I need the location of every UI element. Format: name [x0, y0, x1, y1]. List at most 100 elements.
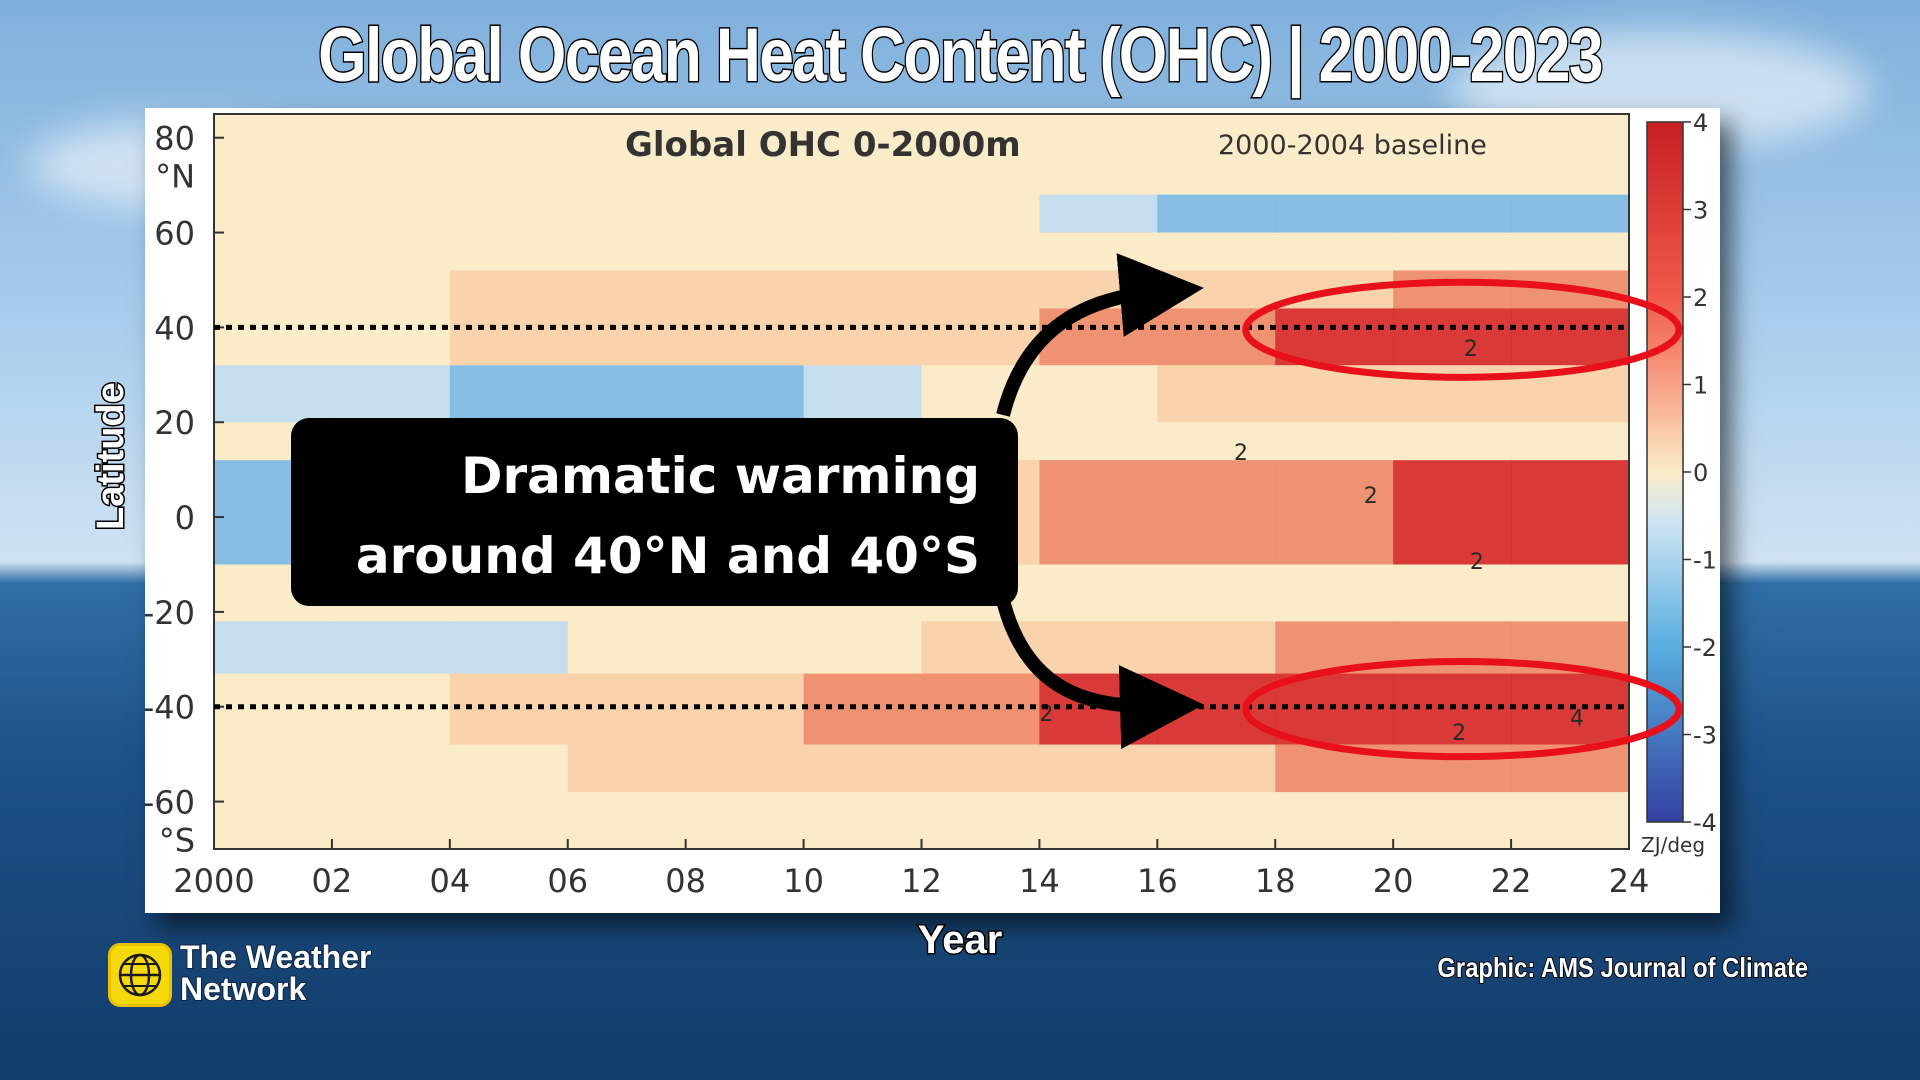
y-tick-label: 0 — [175, 499, 195, 537]
heatmap-cell — [921, 270, 1040, 309]
x-tick-label: 16 — [1137, 862, 1178, 900]
heatmap-cell — [803, 270, 922, 309]
heatmap-cell — [1039, 460, 1158, 565]
y-tick-label: °N — [155, 158, 195, 196]
heatmap-cell — [1039, 744, 1158, 793]
colorbar-tick-label: 0 — [1693, 459, 1708, 487]
globe-icon — [108, 943, 172, 1007]
x-tick-label: 20 — [1373, 862, 1414, 900]
heatmap-cell — [1157, 460, 1276, 565]
contour-label: 2 — [1234, 441, 1248, 466]
logo-line-1: The Weather — [179, 939, 372, 975]
heatmap-cell — [1039, 365, 1158, 423]
heatmap-cell — [803, 744, 922, 793]
colorbar-tick-label: 3 — [1693, 197, 1708, 225]
heatmap-cell — [1039, 621, 1158, 674]
heatmap-cell — [1157, 365, 1276, 423]
heatmap-cell — [331, 365, 451, 423]
x-axis-title: Year — [916, 917, 1004, 964]
heatmap-cell — [567, 270, 687, 309]
x-tick-label: 08 — [665, 862, 706, 900]
heatmap-cell — [1275, 194, 1394, 233]
heatmap-cell — [1511, 460, 1630, 565]
heatmap-cell — [1393, 308, 1512, 366]
y-tick-label: -60 — [145, 784, 195, 822]
logo-line-2: Network — [179, 971, 307, 1007]
heatmap-cell — [1157, 270, 1276, 309]
heatmap-cell — [1039, 308, 1158, 366]
contour-label: 2 — [1464, 337, 1478, 362]
contour-label: 4 — [1570, 707, 1584, 732]
heatmap-cell — [567, 194, 687, 233]
colorbar-tick-label: -2 — [1693, 634, 1717, 662]
highlight-ellipse — [1242, 658, 1683, 761]
y-axis-ticks: 80°N 60 40 20 0 -20 -40 -60°S — [145, 120, 224, 860]
heatmap-cell — [449, 744, 569, 793]
x-tick-label: 12 — [901, 862, 942, 900]
colorbar-tick-label: 1 — [1693, 372, 1708, 400]
heatmap-cell — [449, 194, 569, 233]
heatmap-cell — [214, 194, 333, 233]
heatmap-cell — [567, 744, 687, 793]
arrow-to-south — [996, 598, 1204, 749]
heatmap-cell — [214, 270, 333, 309]
callout-line-1: Dramatic warming — [460, 447, 980, 505]
x-tick-label: 06 — [547, 862, 588, 900]
callout-line-2: around 40°N and 40°S — [355, 527, 980, 585]
y-axis-title: Latitude — [89, 381, 134, 532]
x-tick-label: 02 — [312, 862, 353, 900]
heatmap-cell — [1275, 460, 1394, 565]
heatmap-cell — [1393, 460, 1512, 565]
y-tick-label: 60 — [154, 215, 195, 253]
heatmap-cell — [214, 621, 333, 674]
main-title: Global Ocean Heat Content (OHC) | 2000-2… — [317, 12, 1605, 100]
heatmap-cell — [685, 194, 805, 233]
heatmap-cell — [685, 365, 805, 423]
heatmap-cell — [1393, 744, 1512, 793]
contour-label: 2 — [1470, 550, 1484, 575]
heatmap-cell — [1157, 194, 1276, 233]
heatmap-cell — [685, 621, 805, 674]
heatmap-cell — [331, 621, 451, 674]
y-tick-label: 40 — [154, 309, 195, 347]
x-tick-label: 10 — [783, 862, 824, 900]
x-tick-label: 18 — [1255, 862, 1296, 900]
chart-title: Global OHC 0-2000m — [625, 125, 1021, 165]
heatmap-cell — [803, 365, 922, 423]
x-tick-label: 14 — [1019, 862, 1060, 900]
heatmap-cell — [214, 365, 333, 423]
colorbar-tick-label: -3 — [1693, 722, 1717, 750]
colorbar-unit: ZJ/deg — [1641, 833, 1705, 857]
heatmap-cell — [921, 744, 1040, 793]
heatmap-cell — [331, 270, 451, 309]
heatmap-cell — [685, 270, 805, 309]
heatmap-cell — [921, 194, 1040, 233]
heatmap-cell — [685, 744, 805, 793]
colorbar-ticks: 4 3 2 1 0 -1 -2 -3 -4 — [1683, 109, 1717, 837]
heatmap-cell — [1393, 194, 1512, 233]
x-tick-label: 2000 — [173, 862, 254, 900]
colorbar-tick-label: 2 — [1693, 284, 1708, 312]
heatmap-cell — [1511, 308, 1630, 366]
heatmap-cell — [1039, 194, 1158, 233]
heatmap-cell — [331, 308, 451, 366]
heatmap-cell — [331, 194, 451, 233]
heatmap-cell — [803, 194, 922, 233]
heatmap-cell — [331, 744, 451, 793]
reference-lines — [214, 324, 1629, 710]
contour-label: 2 — [1364, 484, 1378, 509]
contour-label: 2 — [1452, 721, 1466, 746]
heatmap-cell — [1157, 621, 1276, 674]
y-tick-label: °S — [159, 822, 195, 860]
heatmap-cell — [1393, 270, 1512, 309]
x-tick-label: 24 — [1609, 862, 1650, 900]
colorbar-tick-label: -4 — [1693, 809, 1717, 837]
warming-callout: Dramatic warming around 40°N and 40°S — [291, 418, 1018, 606]
x-tick-label: 22 — [1491, 862, 1532, 900]
arrow-to-north — [996, 253, 1204, 417]
heatmap-cell — [449, 365, 569, 423]
colorbar-tick-label: -1 — [1693, 547, 1717, 575]
highlight-ellipses — [1242, 278, 1683, 761]
heatmap-cell — [803, 308, 922, 366]
x-axis-ticks: 2000 02 04 06 08 10 12 14 16 18 20 22 24 — [173, 839, 1649, 900]
